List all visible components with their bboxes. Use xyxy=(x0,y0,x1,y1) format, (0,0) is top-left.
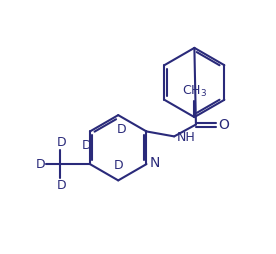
Text: CH$_3$: CH$_3$ xyxy=(182,84,207,99)
Text: D: D xyxy=(116,123,126,136)
Text: NH: NH xyxy=(177,131,196,144)
Text: D: D xyxy=(82,139,92,152)
Text: D: D xyxy=(57,179,66,192)
Text: D: D xyxy=(57,136,66,149)
Text: N: N xyxy=(149,156,160,170)
Text: D: D xyxy=(36,157,46,171)
Text: O: O xyxy=(219,118,230,132)
Text: D: D xyxy=(113,160,123,172)
